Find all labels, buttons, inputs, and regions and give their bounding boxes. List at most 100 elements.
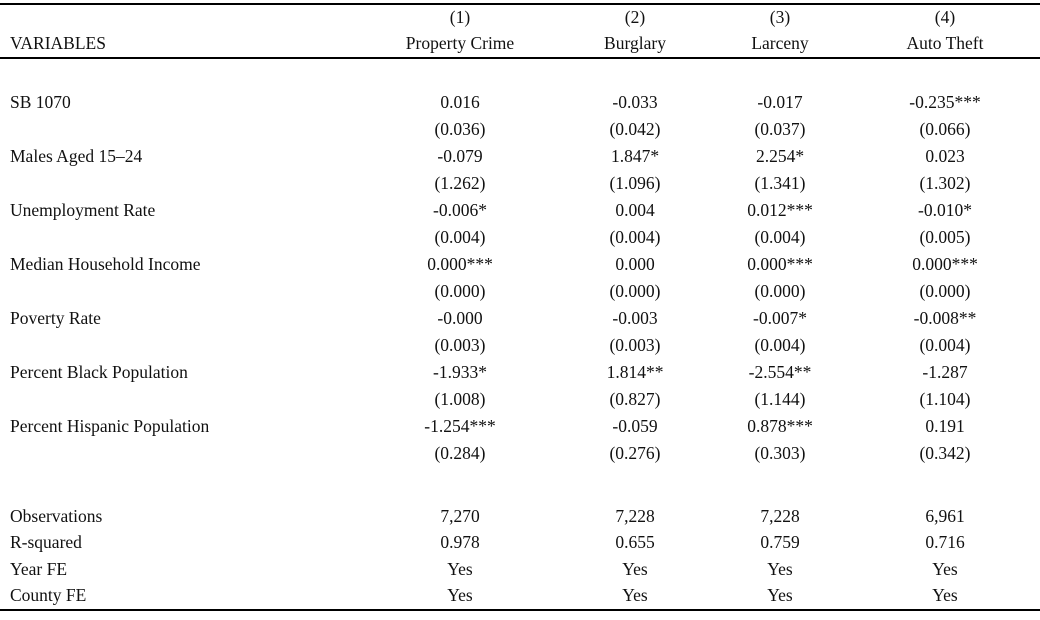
standard-error-cell: (1.104): [919, 388, 971, 409]
column-number-row: (1) (2) (3) (4): [0, 4, 1040, 31]
coefficient-cell: -0.000: [437, 307, 483, 328]
standard-error-cell: (0.000): [434, 280, 486, 301]
standard-error-cell: (0.004): [609, 226, 661, 247]
standard-error-cell: (0.004): [754, 226, 806, 247]
coefficient-cell: 0.016: [440, 91, 480, 112]
statistic-cell: 0.655: [615, 532, 655, 552]
table-body: SB 1070 0.016 -0.033 -0.017 -0.235*** (0.036)…: [0, 58, 1040, 467]
standard-error-cell: (1.008): [434, 388, 486, 409]
standard-error-cell: (1.341): [754, 172, 806, 193]
variable-label: Unemployment Rate: [10, 199, 156, 220]
empty-cell: [0, 224, 360, 251]
standard-error-row: (0.284) (0.276) (0.303) (0.342): [0, 440, 1040, 467]
regression-results-table: (1) (2) (3) (4) VARIABLES Property Crime…: [0, 3, 1040, 611]
coefficient-cell: 1.847*: [610, 145, 660, 166]
standard-error-row: (0.000) (0.000) (0.000) (0.000): [0, 278, 1040, 305]
column-label: Auto Theft: [850, 31, 1040, 59]
statistic-row: Year FE Yes Yes Yes Yes: [0, 556, 1040, 583]
coefficient-cell: -0.235***: [909, 91, 981, 112]
table-stats: Observations 7,270 7,228 7,228 6,961 R-square…: [0, 467, 1040, 610]
statistic-cell: 7,228: [760, 505, 800, 526]
coefficient-row: Percent Black Population -1.933* 1.814** -2…: [0, 359, 1040, 386]
variable-label: Percent Hispanic Population: [10, 415, 210, 436]
coefficient-cell: 0.004: [615, 199, 655, 220]
statistic-row: County FE Yes Yes Yes Yes: [0, 583, 1040, 611]
variable-label: Percent Black Population: [10, 361, 188, 382]
coefficient-row: Unemployment Rate -0.006* 0.004 0.012*** -0.…: [0, 197, 1040, 224]
coefficient-cell: -0.010*: [918, 199, 972, 220]
statistic-cell: 7,228: [615, 505, 655, 526]
coefficient-cell: -1.254***: [424, 415, 496, 436]
standard-error-row: (0.004) (0.004) (0.004) (0.005): [0, 224, 1040, 251]
coefficient-row: Percent Hispanic Population -1.254*** -0.0…: [0, 413, 1040, 440]
spacer-row: [0, 467, 1040, 503]
variable-label: Year FE: [10, 558, 68, 579]
coefficient-cell: 0.012***: [747, 199, 813, 220]
column-label: Burglary: [560, 31, 710, 59]
empty-cell: [0, 332, 360, 359]
variable-label: Median Household Income: [10, 253, 201, 274]
coefficient-cell: 0.000***: [912, 253, 978, 274]
standard-error-cell: (0.066): [919, 118, 971, 139]
statistic-row: R-squared 0.978 0.655 0.759 0.716: [0, 530, 1040, 557]
coefficient-cell: -2.554**: [748, 361, 812, 382]
coefficient-cell: 1.814**: [606, 361, 664, 382]
standard-error-cell: (0.036): [434, 118, 486, 139]
column-label: Larceny: [710, 31, 850, 59]
standard-error-cell: (0.827): [609, 388, 661, 409]
statistic-cell: Yes: [932, 585, 958, 605]
coefficient-cell: 0.000***: [427, 253, 493, 274]
standard-error-row: (1.262) (1.096) (1.341) (1.302): [0, 170, 1040, 197]
coefficient-row: SB 1070 0.016 -0.033 -0.017 -0.235***: [0, 89, 1040, 116]
spacer-cell: [0, 467, 1040, 503]
statistic-cell: 0.759: [760, 532, 800, 552]
standard-error-cell: (0.000): [754, 280, 806, 301]
standard-error-cell: (1.096): [609, 172, 661, 193]
coefficient-row: Median Household Income 0.000*** 0.000 0.00…: [0, 251, 1040, 278]
variable-label: SB 1070: [10, 91, 71, 112]
coefficient-cell: -1.287: [922, 361, 968, 382]
standard-error-cell: (1.262): [434, 172, 486, 193]
column-number: (1): [449, 7, 471, 28]
statistic-cell: 0.978: [440, 532, 480, 552]
spacer-cell: [0, 58, 1040, 89]
column-label-row: VARIABLES Property Crime Burglary Larcen…: [0, 31, 1040, 59]
statistic-cell: Yes: [447, 558, 473, 579]
standard-error-cell: (0.342): [919, 442, 971, 463]
statistic-cell: 0.716: [925, 532, 965, 552]
coefficient-cell: 2.254*: [755, 145, 805, 166]
empty-cell: [0, 278, 360, 305]
column-number: (3): [769, 7, 791, 28]
standard-error-cell: (0.003): [434, 334, 486, 355]
variable-label: Males Aged 15–24: [10, 145, 143, 166]
coefficient-cell: -1.933*: [433, 361, 487, 382]
standard-error-row: (0.036) (0.042) (0.037) (0.066): [0, 116, 1040, 143]
statistic-cell: 6,961: [925, 505, 965, 526]
statistic-cell: Yes: [767, 558, 793, 579]
coefficient-cell: 0.023: [925, 145, 965, 166]
standard-error-cell: (0.004): [919, 334, 971, 355]
statistic-cell: Yes: [447, 585, 473, 605]
standard-error-cell: (0.303): [754, 442, 806, 463]
coefficient-cell: 0.191: [925, 415, 965, 436]
standard-error-cell: (0.042): [609, 118, 661, 139]
column-number: (2): [624, 7, 646, 28]
empty-cell: [0, 4, 360, 31]
coefficient-row: Males Aged 15–24 -0.079 1.847* 2.254* 0.023: [0, 143, 1040, 170]
spacer-row: [0, 58, 1040, 89]
coefficient-cell: 0.000: [615, 253, 655, 274]
statistic-cell: 7,270: [440, 505, 480, 526]
standard-error-cell: (0.284): [434, 442, 486, 463]
empty-cell: [0, 386, 360, 413]
variables-header: VARIABLES: [0, 31, 360, 59]
statistic-cell: Yes: [932, 558, 958, 579]
standard-error-row: (1.008) (0.827) (1.144) (1.104): [0, 386, 1040, 413]
statistic-cell: Yes: [767, 585, 793, 605]
standard-error-cell: (0.037): [754, 118, 806, 139]
coefficient-cell: -0.033: [612, 91, 658, 112]
standard-error-cell: (0.005): [919, 226, 971, 247]
empty-cell: [0, 116, 360, 143]
coefficient-cell: 0.000***: [747, 253, 813, 274]
coefficient-cell: -0.006*: [433, 199, 487, 220]
empty-cell: [0, 170, 360, 197]
